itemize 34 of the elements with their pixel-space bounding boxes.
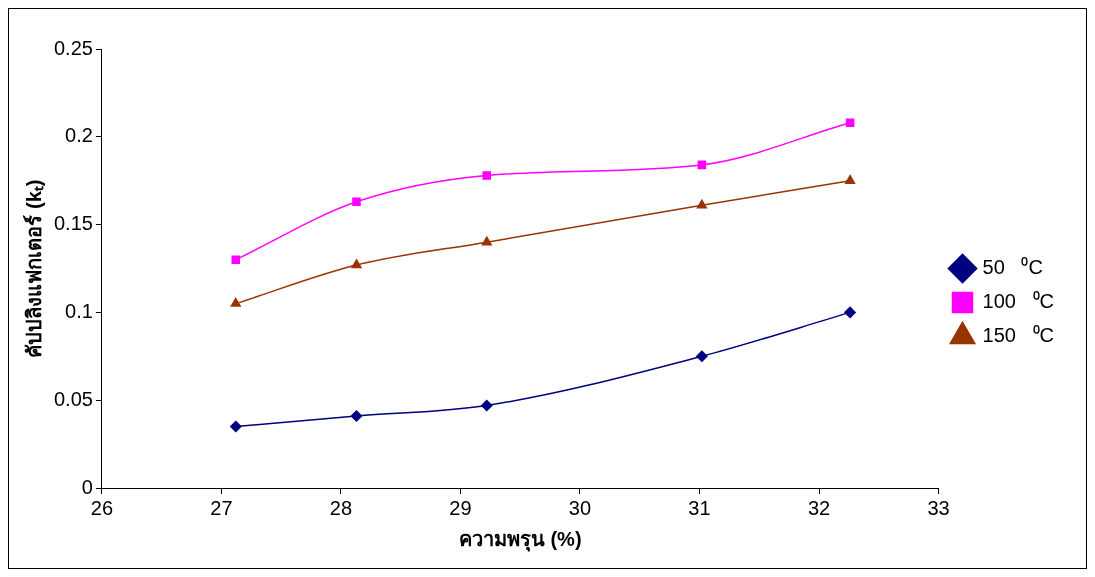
point	[352, 197, 361, 207]
x-tick-label: 33	[927, 496, 950, 519]
y-tick-label: 0.1	[65, 299, 93, 322]
point	[696, 350, 708, 363]
point	[482, 171, 492, 180]
x-tick-label: 30	[568, 496, 592, 519]
point	[230, 297, 241, 307]
point	[481, 399, 493, 412]
x-tick-label: 29	[449, 496, 472, 519]
y-tick-label: 0.15	[53, 212, 93, 235]
point	[481, 236, 492, 246]
point	[350, 410, 363, 422]
point	[230, 420, 242, 433]
point	[845, 174, 856, 184]
y-tick-label: 0	[81, 475, 93, 498]
legend-label: 150 ⁰C	[982, 324, 1054, 347]
legend-label: 50 ⁰C	[982, 256, 1043, 279]
point	[696, 199, 707, 209]
x-tick-label: 26	[90, 496, 114, 519]
y-tick-label: 0.2	[65, 124, 93, 147]
point	[231, 255, 241, 265]
point	[351, 259, 362, 269]
y-axis-title: คัปปลิงแฟกเตอร์ (kₜ)	[22, 179, 45, 358]
point	[697, 160, 707, 170]
x-axis-title: ความพรุน (%)	[458, 527, 582, 552]
y-tick-label: 0.25	[53, 36, 93, 59]
x-tick-label: 27	[210, 496, 233, 519]
point	[844, 306, 856, 319]
y-tick-label: 0.05	[53, 387, 93, 410]
x-tick-label: 31	[688, 496, 711, 519]
x-tick-label: 28	[329, 496, 353, 519]
point	[845, 118, 855, 128]
x-tick-label: 32	[807, 496, 831, 519]
legend-label: 100 ⁰C	[982, 290, 1054, 313]
